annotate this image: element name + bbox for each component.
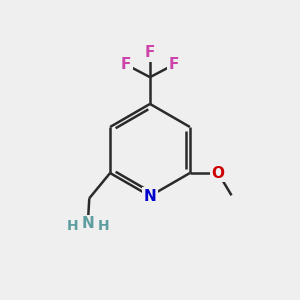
Text: F: F <box>169 57 179 72</box>
Text: F: F <box>121 57 131 72</box>
Text: N: N <box>144 189 156 204</box>
Text: F: F <box>145 45 155 60</box>
Text: O: O <box>212 166 225 181</box>
Text: N: N <box>81 216 94 231</box>
Text: H: H <box>67 219 78 233</box>
Text: H: H <box>98 219 109 233</box>
